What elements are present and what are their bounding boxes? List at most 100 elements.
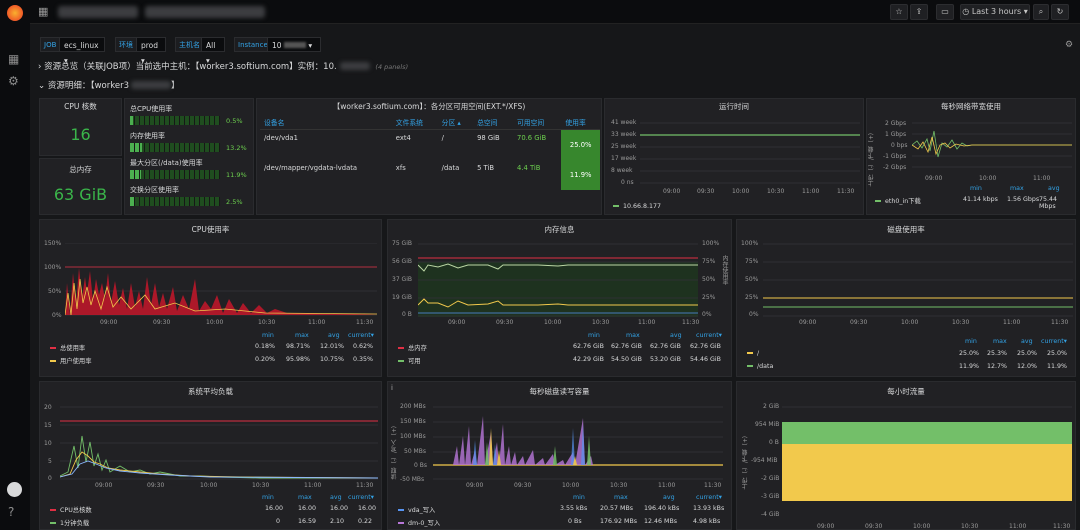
- legend-avg: 62.76 GiB: [650, 343, 681, 350]
- legend-label: vda_写入: [408, 507, 436, 514]
- x-tick: 11:00: [1033, 175, 1051, 182]
- legend-avg: 12.46 MBs: [644, 518, 678, 525]
- dashboard-grid-icon[interactable]: ▦: [38, 5, 49, 18]
- uptime-legend[interactable]: 10.66.8.177: [613, 203, 661, 210]
- x-tick: 10:30: [961, 523, 979, 530]
- legend-head: current▾: [348, 332, 374, 339]
- y-tick: 2 GiB: [763, 403, 780, 410]
- row-overview[interactable]: › 资源总览（关联JOB项）当前选中主机：【worker3.softium.co…: [38, 62, 409, 72]
- load-15m-line: [60, 460, 378, 479]
- mem-chart: [418, 243, 698, 317]
- bargauge-label: 内存使用率: [130, 132, 165, 140]
- star-icon[interactable]: ☆: [890, 4, 908, 20]
- legend-max: 12.7%: [987, 363, 1008, 370]
- var-select-host[interactable]: All ▾: [201, 37, 225, 65]
- legend-item[interactable]: 1分钟负载: [50, 518, 89, 527]
- y-tick: 10: [44, 440, 52, 447]
- grafana-logo-icon[interactable]: [7, 5, 23, 21]
- y-tick: 15: [44, 422, 52, 429]
- legend-label: 1分钟负载: [60, 520, 90, 527]
- legend-head: avg: [328, 332, 340, 339]
- col-fs[interactable]: 文件系统: [391, 115, 438, 130]
- y-tick: 56 GiB: [392, 258, 412, 265]
- info-icon[interactable]: i: [391, 384, 393, 392]
- bargauge-fill: [130, 197, 134, 206]
- legend-current: 4.98 kBs: [693, 518, 721, 525]
- cell: 4.4 TiB: [517, 163, 541, 172]
- help-icon[interactable]: ?: [8, 505, 15, 519]
- legend-item[interactable]: 可用: [398, 356, 421, 365]
- bargauge-value: 2.5%: [226, 198, 243, 206]
- legend-item[interactable]: CPU总核数: [50, 505, 92, 514]
- legend-current: 25.0%: [1047, 350, 1068, 357]
- zoom-out-icon[interactable]: ⌕: [1033, 4, 1049, 20]
- legend-head: avg: [1048, 185, 1060, 192]
- col-usage[interactable]: 使用率: [561, 115, 600, 130]
- legend-item[interactable]: 用户使用率: [50, 356, 91, 365]
- cell: xfs: [395, 163, 406, 172]
- col-avail[interactable]: 可用空间: [513, 115, 562, 130]
- bargauge-track: [130, 170, 220, 179]
- var-value-env: prod: [141, 41, 159, 50]
- legend-avg: 53.20 GiB: [650, 356, 681, 363]
- var-label-job: JOB: [40, 37, 61, 52]
- legend-head: max: [1010, 185, 1024, 192]
- x-tick: 09:30: [514, 482, 532, 489]
- x-tick: 10:30: [252, 482, 270, 489]
- net-title: 每秒网络带宽使用: [941, 102, 1001, 111]
- gear-icon[interactable]: ⚙: [8, 74, 19, 88]
- dashboards-icon[interactable]: ▦: [8, 52, 20, 66]
- row-detail[interactable]: ⌄ 资源明细：【worker3】: [38, 81, 180, 91]
- tv-mode-icon[interactable]: ▭: [936, 4, 954, 20]
- x-tick: 10:00: [901, 319, 919, 326]
- legend-item[interactable]: eth0_in下载: [875, 196, 921, 205]
- legend-current: 13.93 kBs: [693, 505, 725, 512]
- x-tick: 11:30: [1051, 319, 1069, 326]
- legend-label: /data: [757, 363, 774, 370]
- diskio-ylabel: 读取（-）/写入（+）: [391, 422, 398, 480]
- hourly-ylabel: 上传（-）/下载（+）: [742, 432, 749, 490]
- y-tick: -954 MiB: [751, 457, 778, 464]
- cpu-title: CPU使用率: [191, 225, 230, 234]
- col-device[interactable]: 设备名: [260, 115, 392, 130]
- var-select-instance[interactable]: 10 ▾: [267, 37, 321, 52]
- legend-item[interactable]: 总内存: [398, 343, 427, 352]
- y-tick: 17 week: [611, 155, 637, 162]
- avatar[interactable]: [7, 482, 22, 497]
- legend-current: 62.76 GiB: [690, 343, 721, 350]
- legend-max: 20.57 MBs: [600, 505, 634, 512]
- legend-item[interactable]: /: [747, 350, 759, 357]
- settings-icon[interactable]: ⚙: [1065, 40, 1074, 50]
- mem-available-line: [418, 263, 698, 272]
- col-total[interactable]: 总空间: [473, 115, 513, 130]
- x-tick: 11:00: [1009, 523, 1027, 530]
- cell: 5 TiB: [477, 163, 495, 172]
- legend-min: 41.14 kbps: [963, 196, 998, 203]
- legend-item[interactable]: dm-0_写入: [398, 518, 440, 527]
- col-mount[interactable]: 分区 ▴: [437, 115, 474, 130]
- x-tick: 09:30: [865, 523, 883, 530]
- var-select-env[interactable]: prod ▾: [136, 37, 166, 65]
- y-tick: 75 GiB: [392, 240, 412, 247]
- legend-item[interactable]: 总使用率: [50, 343, 85, 352]
- time-range-picker[interactable]: ◷ Last 3 hours ▾: [960, 4, 1030, 20]
- legend-item[interactable]: /data: [747, 363, 773, 370]
- y-tick: 50 MBs: [404, 448, 426, 455]
- row-overview-title: 资源总览（关联JOB项）当前选中主机：【worker3.softium.com】…: [44, 62, 337, 72]
- bargauge-value: 0.5%: [226, 117, 243, 125]
- legend-head: min: [588, 332, 600, 339]
- legend-item[interactable]: vda_写入: [398, 505, 435, 514]
- disk-table: 设备名 文件系统 分区 ▴ 总空间 可用空间 使用率 /dev/vda1 ext…: [260, 115, 600, 190]
- x-tick: 09:30: [697, 188, 715, 195]
- hourly-traffic-panel: 每小时流量 上传（-）/下载（+） 2 GiB 954 MiB 0 B -954…: [736, 381, 1076, 530]
- var-select-job[interactable]: ecs_linux ▾: [59, 37, 105, 65]
- legend-min: 0: [276, 518, 281, 525]
- disk-usage-panel: 磁盘使用率 100% 75% 50% 25% 0% 09:00 09:30 10…: [736, 219, 1076, 377]
- legend-avg: 16.00: [330, 505, 349, 512]
- share-icon[interactable]: ⇪: [910, 4, 928, 20]
- y-tick: 150 MBs: [400, 418, 426, 425]
- bargauge-fill: [130, 143, 142, 152]
- refresh-icon[interactable]: ↻: [1051, 4, 1069, 20]
- x-tick: 11:30: [1053, 523, 1071, 530]
- y-tick: -2 Gbps: [883, 164, 907, 171]
